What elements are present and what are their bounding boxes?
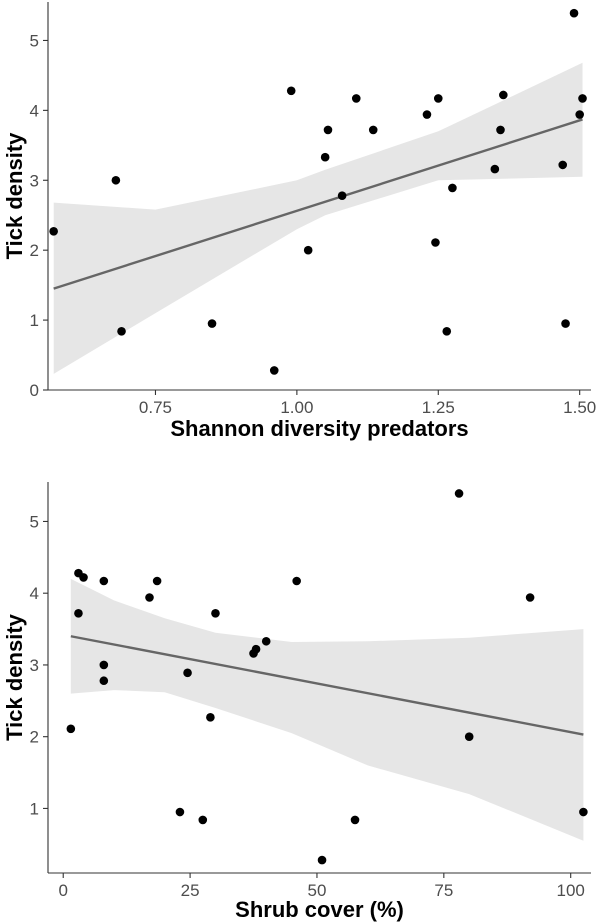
data-point	[578, 94, 587, 103]
chart-panel-1: 0 1 2 3 4 5 0.75 1.00 1.25 1.50 Shannon diversity …	[2, 2, 596, 441]
data-point	[111, 175, 121, 185]
data-point	[175, 807, 185, 817]
data-point	[183, 668, 192, 678]
data-point	[579, 807, 588, 817]
data-point	[49, 227, 58, 236]
data-point	[99, 576, 109, 586]
data-point	[99, 660, 109, 670]
data-point	[431, 238, 440, 247]
data-point	[490, 164, 500, 174]
x-tick-label: 0.75	[139, 398, 172, 417]
data-point	[561, 319, 570, 328]
data-point	[99, 676, 109, 686]
x-tick-label: 50	[308, 881, 327, 900]
y-tick-label: 5	[30, 512, 39, 531]
y-tick-label: 2	[30, 728, 39, 747]
x-tick-label: 0	[58, 881, 67, 900]
data-point	[525, 593, 535, 602]
trend-line	[70, 635, 584, 736]
data-point	[569, 8, 579, 18]
data-point	[454, 489, 464, 498]
data-point	[251, 644, 261, 654]
x-axis-title: Shrub cover (%)	[235, 897, 404, 922]
y-tick-label: 1	[30, 311, 39, 330]
x-tick-label: 1.25	[422, 398, 455, 417]
y-tick-label: 3	[30, 656, 39, 675]
data-point	[79, 573, 88, 582]
data-point	[303, 245, 313, 255]
data-point	[499, 90, 508, 100]
x-axis-title: Shannon diversity predators	[170, 416, 468, 441]
data-point	[422, 110, 432, 119]
y-axis-title: Tick density	[2, 613, 27, 741]
data-point	[207, 319, 217, 328]
data-point	[261, 636, 271, 646]
y-tick-label: 4	[30, 101, 39, 120]
data-point	[464, 732, 474, 741]
data-point	[206, 713, 215, 722]
y-tick-label: 1	[30, 799, 39, 818]
data-point	[292, 576, 301, 586]
trend-line	[53, 118, 583, 290]
data-point	[286, 86, 296, 96]
x-tick-label: 100	[557, 881, 585, 900]
data-point	[368, 125, 378, 135]
x-tick-label: 25	[181, 881, 200, 900]
data-point	[350, 815, 360, 825]
data-point	[117, 326, 126, 336]
data-point	[558, 160, 568, 170]
x-tick-label: 1.50	[563, 398, 596, 417]
y-tick-label: 2	[30, 241, 39, 260]
data-point	[337, 191, 347, 200]
confidence-band	[70, 578, 584, 841]
data-point	[66, 724, 76, 734]
y-tick-label: 5	[30, 31, 39, 50]
x-tick-label: 75	[434, 881, 453, 900]
data-point	[317, 855, 327, 865]
y-axis-title: Tick density	[2, 132, 27, 260]
data-point	[145, 593, 154, 602]
data-point	[320, 152, 330, 162]
data-point	[152, 576, 162, 586]
data-point	[496, 125, 505, 135]
x-tick-label: 1.00	[280, 398, 313, 417]
data-point	[351, 94, 361, 103]
confidence-band	[53, 62, 583, 374]
data-point	[198, 815, 208, 825]
y-tick-label: 0	[30, 381, 39, 400]
data-point	[433, 94, 443, 103]
data-point	[575, 110, 584, 119]
data-point	[269, 366, 279, 375]
data-point	[442, 326, 452, 336]
data-point	[323, 125, 333, 135]
y-tick-label: 3	[30, 171, 39, 190]
data-point	[448, 183, 457, 193]
data-point	[74, 608, 83, 618]
data-point	[211, 608, 220, 618]
y-tick-label: 4	[30, 584, 39, 603]
